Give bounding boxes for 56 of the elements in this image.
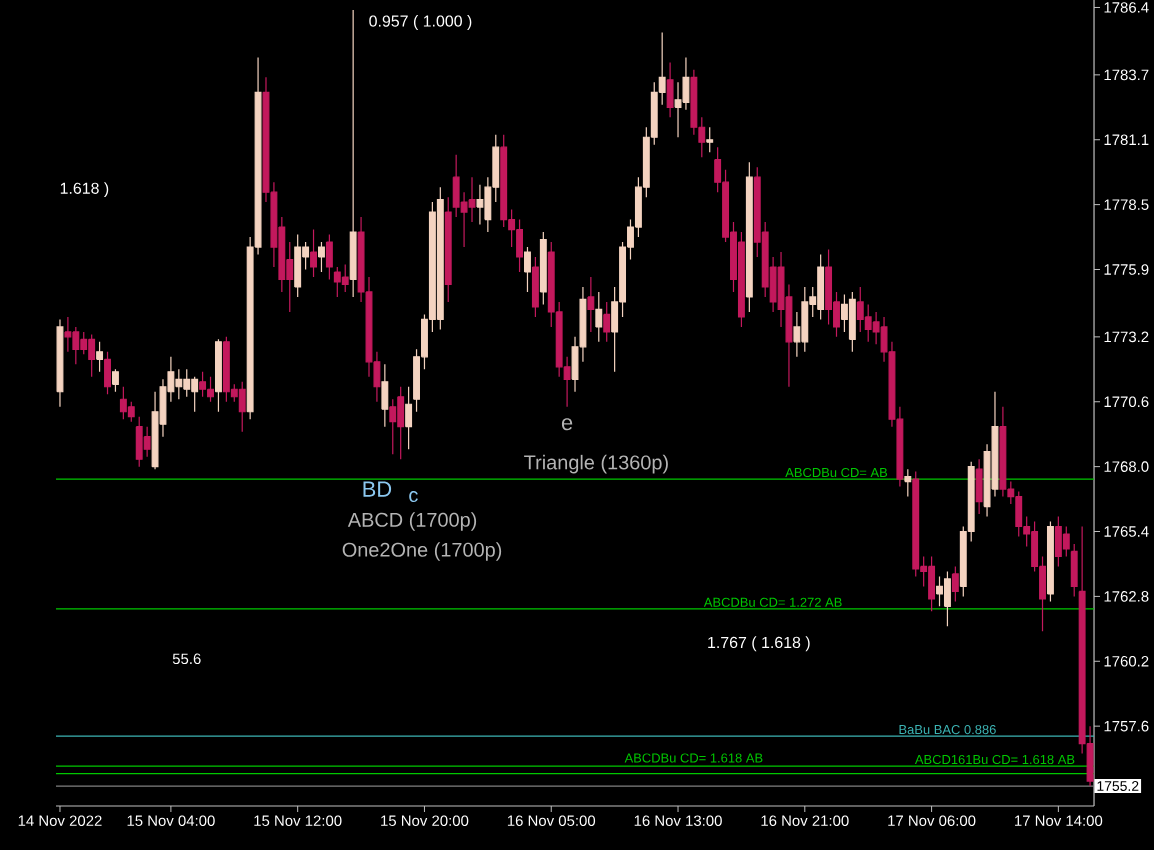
candlestick <box>603 301 611 343</box>
candlestick <box>104 351 111 395</box>
candlestick <box>199 371 207 398</box>
annotation: ABCD (1700p) <box>347 512 477 531</box>
candlestick <box>111 368 119 393</box>
candlestick <box>1062 525 1070 558</box>
candlestick <box>1046 520 1054 602</box>
candlestick <box>848 291 856 353</box>
annotation: One2One (1700p) <box>342 542 502 561</box>
candlestick <box>222 336 230 403</box>
candlestick <box>912 471 920 578</box>
candlestick <box>1054 515 1062 568</box>
annotation: BD <box>363 481 392 497</box>
candlestick <box>333 266 341 298</box>
candlestick <box>349 9 357 298</box>
candlestick <box>310 228 317 278</box>
candlestick <box>397 386 405 460</box>
annotation: Triangle (1360p) <box>524 454 668 474</box>
candlestick <box>88 333 96 378</box>
candlestick <box>666 61 674 118</box>
candlestick <box>516 218 523 273</box>
candlestick <box>436 186 444 330</box>
candlestick <box>745 161 753 313</box>
candlestick <box>951 565 959 602</box>
candlestick <box>405 386 413 450</box>
candlestick <box>539 231 547 306</box>
candlestick <box>207 376 214 403</box>
candlestick <box>943 570 951 627</box>
candlestick <box>444 196 452 303</box>
candlestick <box>56 318 64 408</box>
candlestick <box>135 416 143 468</box>
candlestick <box>595 291 603 343</box>
candlestick <box>706 126 714 153</box>
candlestick <box>238 381 246 433</box>
candlestick <box>191 376 199 413</box>
candlestick <box>381 363 389 428</box>
candlestick <box>119 386 127 420</box>
candlestick <box>817 253 825 320</box>
candlestick <box>975 458 983 515</box>
candlestick <box>215 338 222 413</box>
candlestick <box>928 555 936 612</box>
annotation: c <box>409 491 418 503</box>
candlestick <box>476 184 484 226</box>
candlestick <box>96 341 104 373</box>
candlestick <box>524 246 531 293</box>
candlestick <box>318 241 325 273</box>
candlestick <box>999 406 1007 498</box>
candlestick <box>294 233 302 298</box>
candlestick <box>1015 490 1023 538</box>
candlestick <box>587 276 595 333</box>
candlestick <box>531 256 539 318</box>
candlestick <box>904 468 912 498</box>
annotation: e <box>561 418 573 431</box>
candlestick <box>341 263 349 293</box>
candlestick <box>801 286 809 353</box>
candlestick <box>325 233 333 281</box>
